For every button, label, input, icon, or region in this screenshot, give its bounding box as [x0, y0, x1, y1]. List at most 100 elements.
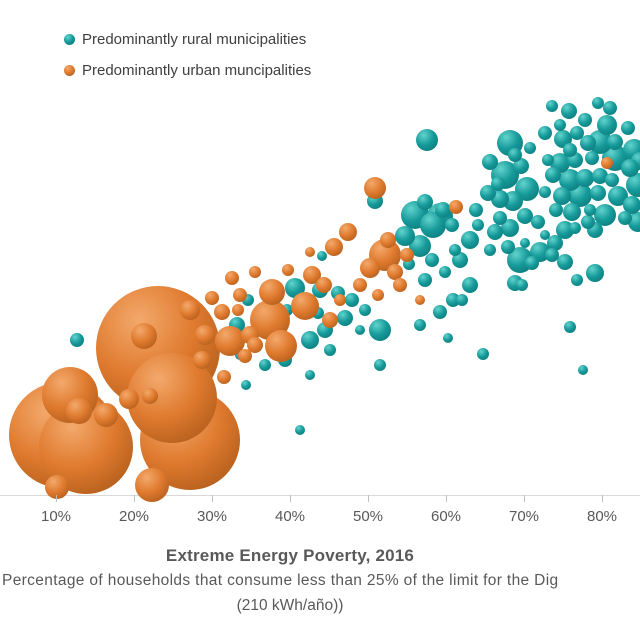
- bubble-rural: [553, 187, 571, 205]
- bubble-rural: [241, 380, 251, 390]
- legend-label-rural: Predominantly rural municipalities: [82, 30, 307, 48]
- bubble-urban: [601, 157, 613, 169]
- bubble-rural: [456, 294, 468, 306]
- bubble-urban: [393, 278, 407, 292]
- bubble-rural: [508, 148, 522, 162]
- bubble-urban: [180, 300, 200, 320]
- bubble-rural: [525, 256, 539, 270]
- bubble-urban: [205, 291, 219, 305]
- bubble-rural: [539, 186, 551, 198]
- bubble-urban: [66, 398, 92, 424]
- legend-item-rural: Predominantly rural municipalities: [64, 28, 311, 50]
- bubble-urban: [380, 232, 396, 248]
- chart-subtitle: Percentage of households that consume le…: [2, 572, 559, 589]
- x-axis-tick: [446, 495, 447, 502]
- x-axis-tick: [602, 495, 603, 502]
- bubble-rural: [452, 252, 468, 268]
- bubble-rural: [597, 115, 617, 135]
- x-axis-tick: [212, 495, 213, 502]
- bubble-rural: [462, 277, 478, 293]
- bubble-rural: [557, 254, 573, 270]
- x-axis-tick: [524, 495, 525, 502]
- bubble-rural: [584, 204, 596, 216]
- bubble-rural: [418, 273, 432, 287]
- x-axis-tick-label: 20%: [118, 508, 150, 525]
- bubble-urban: [325, 238, 343, 256]
- bubble-urban: [247, 337, 263, 353]
- bubble-rural: [501, 219, 519, 237]
- bubble-urban: [449, 200, 463, 214]
- bubble-urban: [360, 258, 380, 278]
- bubble-rural: [580, 135, 596, 151]
- bubble-urban: [217, 370, 231, 384]
- bubble-rural: [395, 226, 415, 246]
- bubble-rural: [607, 134, 623, 150]
- bubble-urban: [195, 325, 215, 345]
- bubble-urban: [238, 349, 252, 363]
- bubble-rural: [305, 370, 315, 380]
- bubble-rural: [414, 319, 426, 331]
- bubble-rural: [531, 215, 545, 229]
- bubble-urban: [214, 304, 230, 320]
- bubble-urban: [119, 389, 139, 409]
- bubble-rural: [561, 103, 577, 119]
- x-axis-tick-label: 50%: [352, 508, 384, 525]
- bubble-urban: [372, 289, 384, 301]
- bubble-urban: [364, 177, 386, 199]
- bubble-urban: [94, 403, 118, 427]
- bubble-urban: [291, 292, 319, 320]
- bubble-rural: [433, 305, 447, 319]
- bubble-rural: [259, 359, 271, 371]
- bubble-urban: [305, 247, 315, 257]
- bubble-urban: [282, 264, 294, 276]
- bubble-rural: [621, 121, 635, 135]
- bubble-rural: [480, 185, 496, 201]
- bubble-rural: [484, 244, 496, 256]
- legend: Predominantly rural municipalities Predo…: [64, 28, 311, 90]
- bubble-rural: [571, 274, 583, 286]
- legend-label-urban: Predominantly urban muncipalities: [82, 61, 312, 79]
- bubble-urban: [265, 330, 297, 362]
- x-axis-line: [0, 495, 640, 496]
- x-axis-tick-label: 60%: [430, 508, 462, 525]
- bubble-rural: [359, 304, 371, 316]
- bubble-rural: [491, 177, 505, 191]
- bubble-rural: [513, 158, 529, 174]
- x-axis-tick: [56, 495, 57, 502]
- bubble-rural: [618, 211, 632, 225]
- bubble-rural: [563, 143, 577, 157]
- bubble-rural: [517, 208, 533, 224]
- bubble-rural: [547, 235, 563, 251]
- bubble-rural: [435, 202, 451, 218]
- bubble-rural: [345, 293, 359, 307]
- bubble-rural: [590, 185, 606, 201]
- bubble-rural: [576, 169, 594, 187]
- bubble-urban: [316, 277, 332, 293]
- bubble-rural: [594, 204, 616, 226]
- bubble-rural: [545, 248, 559, 262]
- bubble-rural: [317, 251, 327, 261]
- bubble-rural: [482, 154, 498, 170]
- bubble-rural: [559, 169, 581, 191]
- bubble-rural: [477, 348, 489, 360]
- bubble-rural: [417, 194, 433, 210]
- bubble-rural: [564, 321, 576, 333]
- bubble-rural: [549, 203, 563, 217]
- bubble-rural: [605, 173, 619, 187]
- bubble-rural: [461, 231, 479, 249]
- bubble-rural: [443, 333, 453, 343]
- bubble-rural: [416, 129, 438, 151]
- bubble-urban: [193, 351, 211, 369]
- x-axis-tick-label: 80%: [586, 508, 618, 525]
- bubble-rural: [493, 211, 507, 225]
- bubble-urban: [135, 468, 169, 502]
- bubble-rural: [324, 344, 336, 356]
- bubble-urban: [225, 271, 239, 285]
- x-axis-tick: [290, 495, 291, 502]
- bubble-rural: [516, 279, 528, 291]
- chart-subtitle-line2: (210 kWh/año)): [236, 597, 344, 614]
- bubble-rural: [445, 218, 459, 232]
- bubble-rural: [603, 101, 617, 115]
- bubble-rural: [623, 196, 640, 214]
